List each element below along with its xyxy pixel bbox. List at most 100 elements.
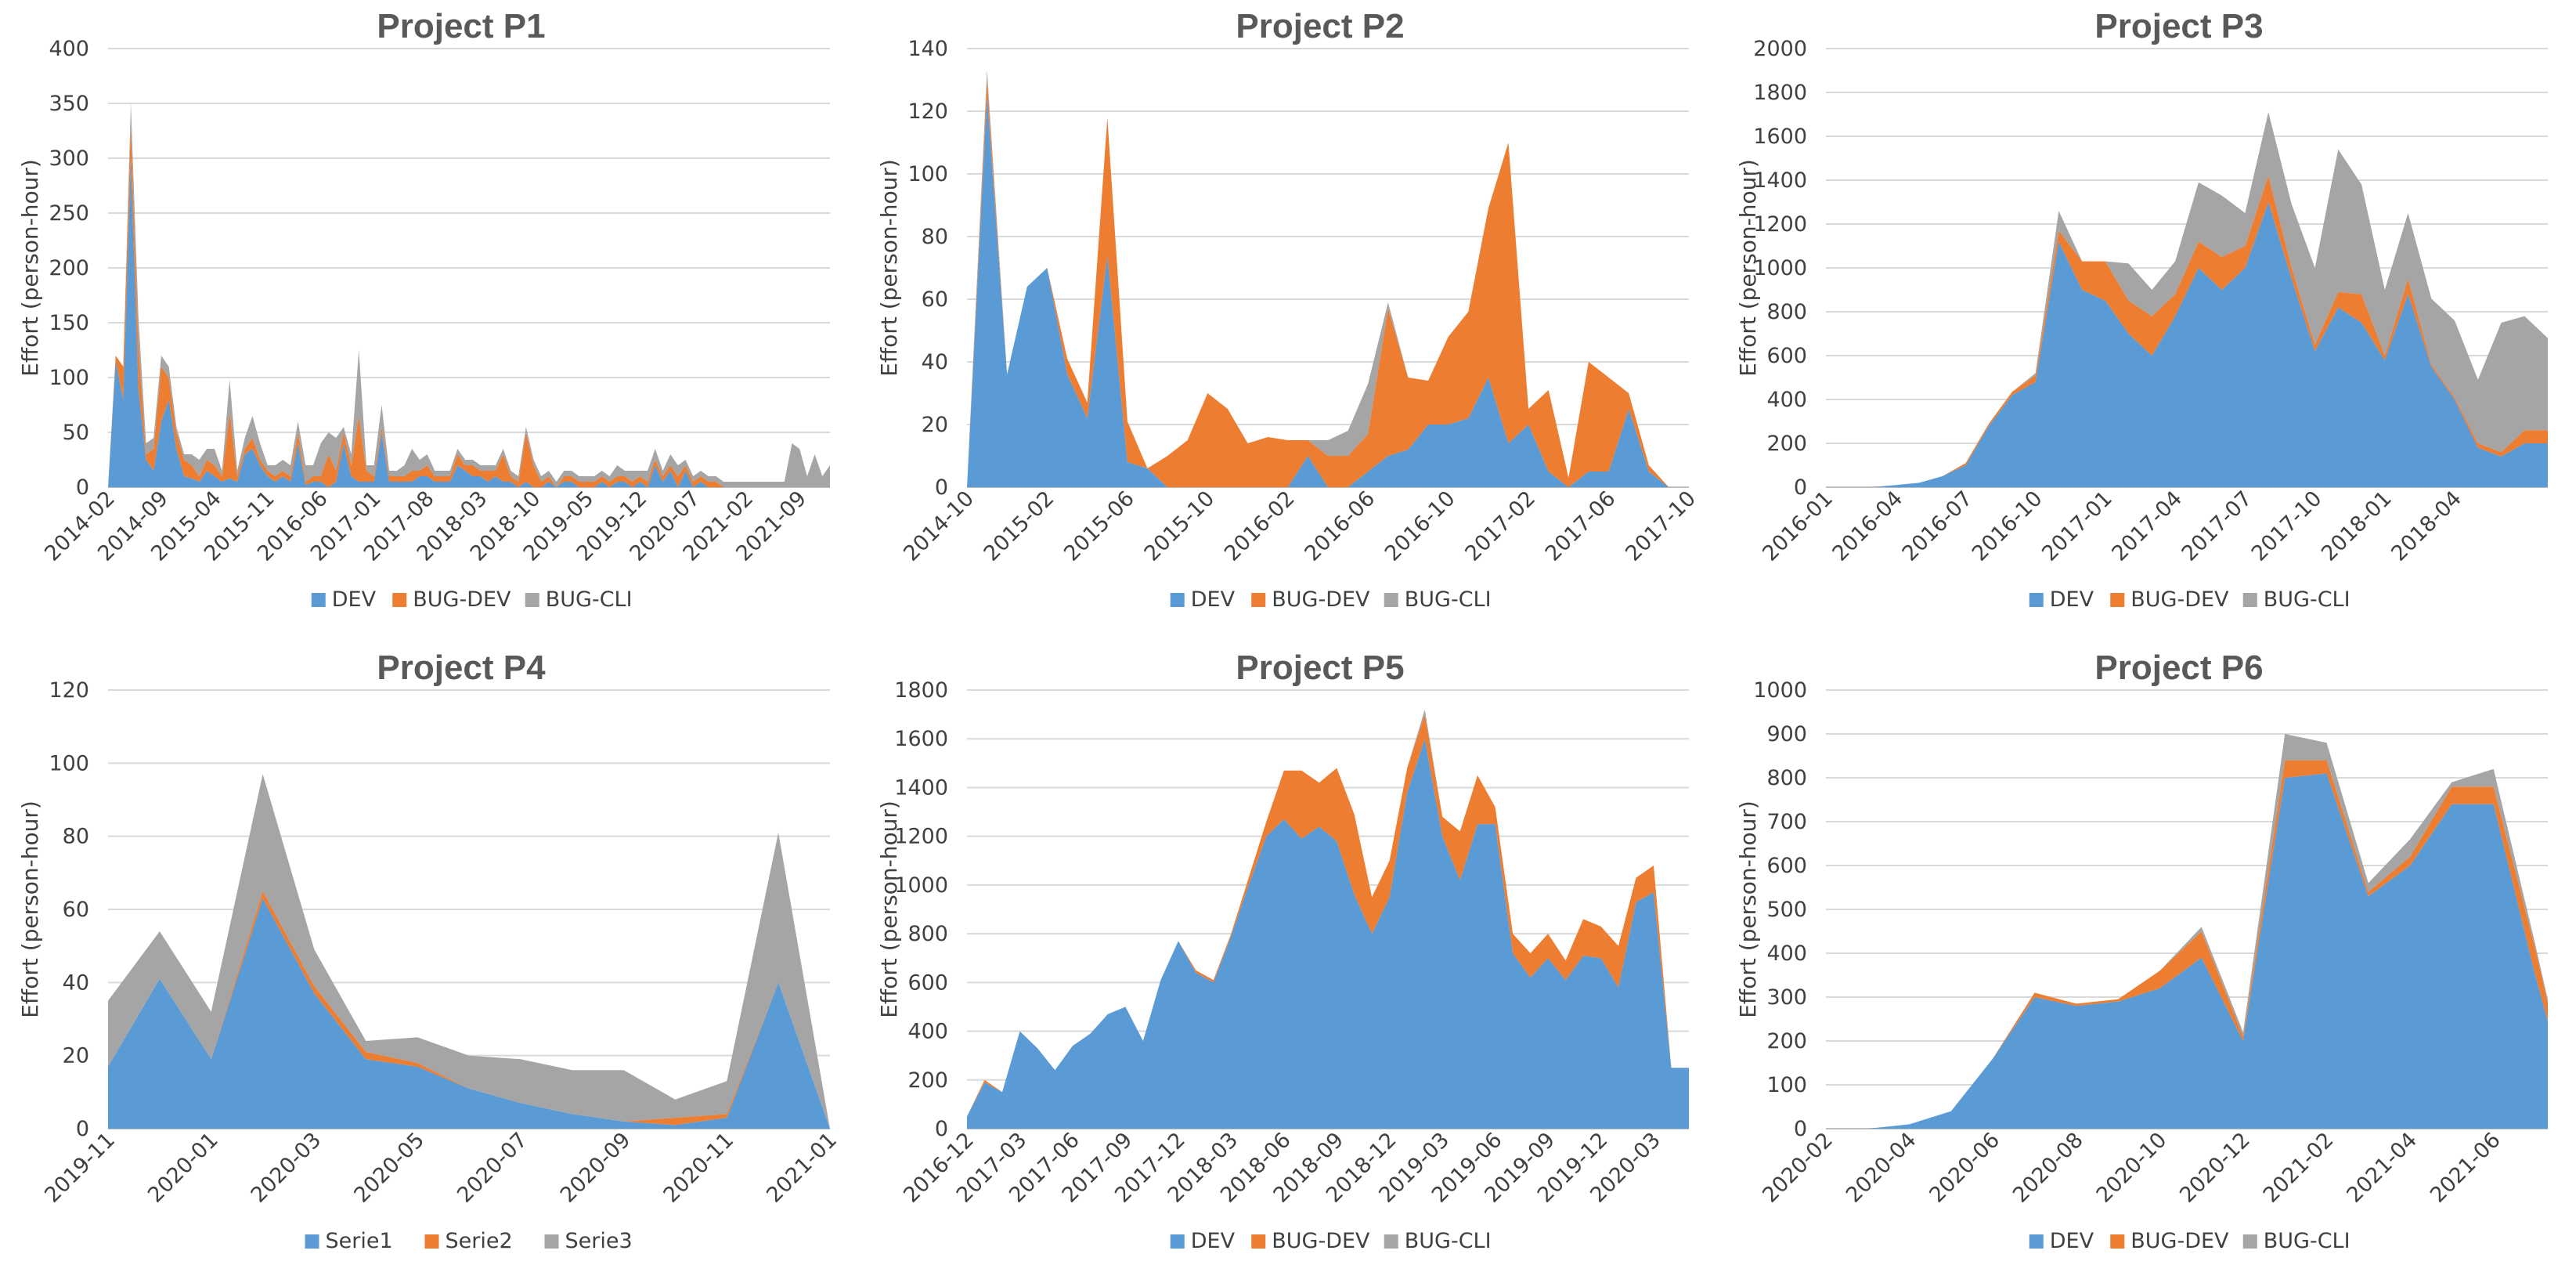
x-tick-label: 2020-06 [1925, 1128, 2004, 1208]
y-tick-label: 1200 [1753, 212, 1807, 237]
y-tick-label: 80 [63, 825, 89, 849]
chart-panel-p2: Project P2 0 20 40 60 80 100 120 140 Effort (pers… [859, 0, 1717, 642]
legend-label: BUG-DEV [1272, 1229, 1370, 1253]
area-series-serie1 [108, 898, 830, 1129]
y-tick-label: 120 [49, 678, 89, 703]
x-tick-label: 2016-06 [1300, 486, 1380, 566]
legend-label: DEV [2050, 587, 2094, 612]
x-tick-label: 2020-11 [659, 1128, 739, 1208]
y-tick-label: 100 [907, 162, 948, 186]
x-tick-label: 2021-01 [762, 1128, 842, 1208]
legend-swatch-dev [1170, 593, 1185, 607]
legend-label: BUG-CLI [1405, 1229, 1492, 1253]
x-tick-label: 2020-03 [247, 1128, 327, 1208]
x-tick-label: 2020-12 [2175, 1128, 2255, 1208]
legend-swatch-bug-cli [2242, 1234, 2257, 1249]
legend-swatch-dev [2029, 1234, 2044, 1249]
x-tick-label: 2016-04 [1827, 486, 1907, 566]
y-tick-label: 0 [76, 1117, 89, 1141]
chart-panel-p1: Project P1 0 50 100 150 200 250 300 350 400 Effort… [0, 0, 858, 642]
area-series-dev [967, 96, 1689, 487]
legend-swatch-bug-cli [1384, 1234, 1398, 1249]
legend-label: Serie1 [326, 1229, 393, 1253]
legend-swatch-bug-cli [525, 593, 539, 607]
y-tick-label: 40 [922, 350, 948, 374]
y-tick-label: 0 [1794, 1117, 1807, 1141]
y-tick-label: 600 [1766, 344, 1807, 368]
x-tick-label: 2015-02 [980, 486, 1059, 566]
legend-swatch-bug-dev [2110, 1234, 2125, 1249]
y-tick-label: 50 [63, 421, 89, 445]
x-tick-label: 2017-04 [2107, 486, 2187, 566]
y-tick-label: 20 [922, 413, 948, 437]
y-tick-label: 1000 [894, 873, 948, 898]
y-tick-label: 200 [49, 256, 89, 280]
chart-svg: Project P3 0 200 400 600 800 1000 1200 1400 1600 1… [1735, 7, 2548, 612]
chart-panel-p5: Project P5 0 200 400 600 800 1000 1200 1400 1600 1… [859, 642, 1717, 1283]
legend-swatch-dev [1170, 1234, 1185, 1249]
y-tick-label: 400 [1766, 941, 1807, 966]
x-tick-label: 2021-02 [2259, 1128, 2339, 1208]
legend: DEV BUG-DEV BUG-CLI [1170, 587, 1492, 612]
x-tick-label: 2016-10 [1968, 486, 2047, 566]
y-tick-label: 500 [1766, 898, 1807, 922]
x-tick-label: 2015-06 [1059, 486, 1139, 566]
legend-swatch-serie1 [305, 1234, 319, 1249]
x-tick-label: 2020-07 [453, 1128, 532, 1208]
x-tick-label: 2018-01 [2317, 486, 2397, 566]
area-series-serie3 [108, 774, 830, 1129]
y-tick-label: 0 [935, 1117, 948, 1141]
y-axis-label: Effort (person-hour) [17, 801, 43, 1018]
area-layer [108, 103, 830, 487]
y-tick-label: 1600 [894, 727, 948, 751]
y-tick-label: 0 [76, 475, 89, 500]
legend-label: Serie3 [565, 1229, 633, 1253]
legend-label: BUG-CLI [546, 587, 633, 612]
x-tick-label: 2016-07 [1898, 486, 1978, 566]
y-tick-label: 800 [1766, 766, 1807, 790]
legend-label: BUG-CLI [1405, 587, 1492, 612]
x-tick-label: 2020-01 [143, 1128, 223, 1208]
legend: Serie1 Serie2 Serie3 [305, 1229, 633, 1253]
chart-panel-p6: Project P6 0 100 200 300 400 500 600 700 800 900 10… [1718, 642, 2576, 1283]
y-tick-label: 0 [1794, 475, 1807, 500]
x-tick-label: 2020-05 [349, 1128, 429, 1208]
chart-panel-p4: Project P4 0 20 40 60 80 100 120 Effort (person-… [0, 642, 858, 1283]
y-tick-label: 120 [907, 99, 948, 124]
y-tick-label: 200 [1766, 432, 1807, 456]
x-tick-label: 2018-04 [2387, 486, 2466, 566]
x-tick-label: 2020-04 [1842, 1128, 1921, 1208]
legend: DEV BUG-DEV BUG-CLI [2029, 1229, 2351, 1253]
legend-swatch-dev [2029, 593, 2044, 607]
y-axis-label: Effort (person-hour) [876, 801, 902, 1018]
y-tick-label: 1800 [894, 678, 948, 703]
y-tick-label: 100 [49, 751, 89, 775]
y-axis-label: Effort (person-hour) [1735, 801, 1761, 1018]
legend-label: BUG-CLI [2264, 1229, 2351, 1253]
chart-svg: Project P5 0 200 400 600 800 1000 1200 1400 1600 1… [876, 649, 1689, 1253]
y-tick-label: 1600 [1753, 125, 1807, 149]
y-tick-label: 100 [49, 366, 89, 390]
y-tick-label: 1000 [1753, 678, 1807, 703]
x-tick-label: 2021-06 [2426, 1128, 2506, 1208]
legend: DEV BUG-DEV BUG-CLI [2029, 587, 2351, 612]
chart-svg: Project P1 0 50 100 150 200 250 300 350 400 Effort… [17, 7, 830, 612]
chart-svg: Project P4 0 20 40 60 80 100 120 Effort (person-… [17, 649, 842, 1253]
y-tick-label: 600 [1766, 854, 1807, 878]
legend-label: DEV [1191, 587, 1236, 612]
chart-panel-p3: Project P3 0 200 400 600 800 1000 1200 1400 1600 1… [1718, 0, 2576, 642]
area-series-dev [1826, 773, 2548, 1129]
y-tick-label: 400 [1766, 388, 1807, 412]
area-layer [1826, 112, 2548, 487]
y-tick-label: 300 [49, 146, 89, 171]
y-tick-label: 400 [907, 1020, 948, 1044]
y-tick-label: 60 [63, 898, 89, 922]
chart-title: Project P3 [2094, 7, 2263, 45]
area-series-bug-dev [967, 80, 1689, 487]
legend-label: BUG-DEV [2130, 1229, 2229, 1253]
area-series-dev [967, 739, 1689, 1129]
y-tick-label: 1400 [894, 775, 948, 800]
area-layer [108, 774, 830, 1129]
y-axis-label: Effort (person-hour) [1735, 159, 1761, 377]
legend-label: DEV [2050, 1229, 2094, 1253]
